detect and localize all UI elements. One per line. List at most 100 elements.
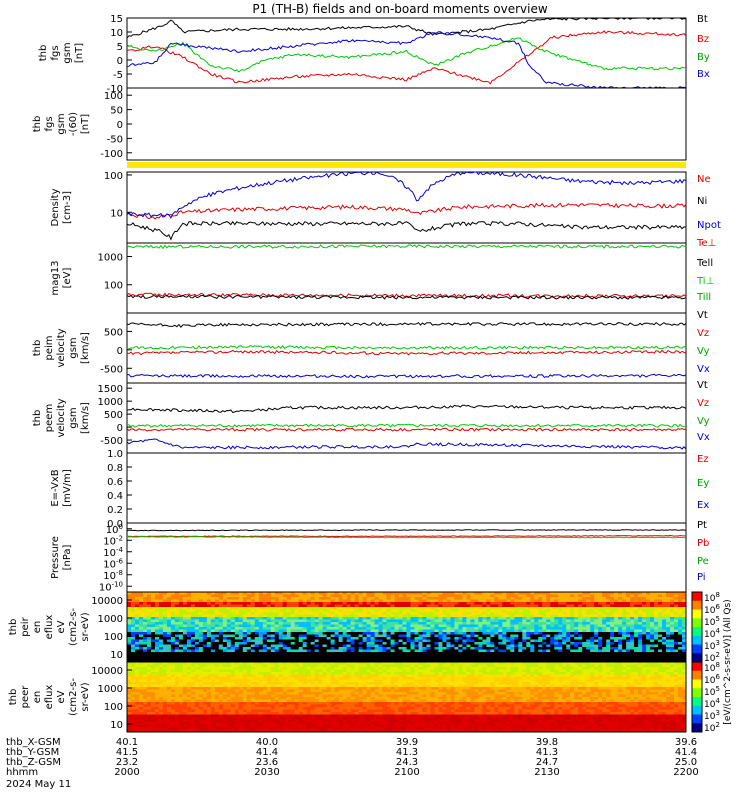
ytick-label: 0 [117,423,123,434]
ytick-label: 1000 [98,614,123,625]
colorbar-swatch [692,662,702,672]
xaxis-row-label: thb_X-GSM [6,737,61,748]
colorbar-label: [eV/(cm^2-s-sr-eV)] (All Qs) [723,599,733,724]
colorbar-swatch [692,670,702,680]
series-pe-line [126,536,687,539]
xaxis-value: 40.0 [256,737,278,748]
colorbar-swatch [692,723,702,733]
ytick-label: 1500 [98,384,123,395]
xaxis-value: 2130 [534,767,559,778]
legend-vx: Vx [697,364,710,375]
panel-density: 100 10 Density [cm-3] Ne Ni Npot [50,171,721,244]
spectrogram-cells [127,662,687,733]
ylabel-line: [cm-3] [62,191,73,224]
series-vx-line [127,373,687,379]
ytick-label: 500 [104,410,123,421]
xaxis-row-label: thb_Y-GSM [6,747,59,758]
legend-vz: Vz [697,398,709,409]
colorbar-swatch [692,714,702,724]
ylabel-line: thb [38,45,49,62]
ytick-label: 500 [104,327,123,338]
ylabel-line: gsm [56,113,67,134]
panel-frame [126,17,687,89]
ylabel-line: fgs [50,45,61,60]
ytick-label: 10 [110,28,123,39]
xaxis-value: 41.3 [536,747,558,758]
ylabel-line: peir [20,616,31,636]
series-bt-line [126,17,687,39]
ylabel-line: gsm [68,407,79,428]
series-bz-line [126,30,687,85]
ytick-label: 10 [110,720,123,731]
ytick-label: 10000 [91,596,123,607]
ytick-label: 100 [104,171,123,182]
xaxis-value: 40.1 [116,737,138,748]
ylabel-line: (cm2-s- [68,678,79,716]
ytick-label: 1000 [98,252,123,263]
xaxis-row-label: thb_Z-GSM [6,757,61,768]
colorbar-swatch [692,618,702,628]
series-vz-line [126,427,687,432]
xaxis-value: 2000 [114,767,139,778]
colorbar-swatch [692,697,702,707]
ytick-label: 15 [110,14,123,25]
series-vy-line [126,345,687,350]
legend-te⊥: Te⊥ [696,238,716,249]
ylabel-line: eflux [44,615,55,640]
colorbar-frame [691,661,703,733]
ylabel-line: thb [32,410,43,427]
legend-by: By [697,52,710,63]
ytick-label: 5 [117,42,123,53]
ytick-label: 0 [117,346,123,357]
xaxis-value: 2030 [254,767,279,778]
ytick-label: 100 [104,702,123,713]
legend-ne: Ne [697,174,711,185]
xaxis-value: 23.2 [116,757,138,768]
ytick-label: 1000 [98,684,123,695]
legend-vx: Vx [697,432,710,443]
ylabel-line: [mV/m] [62,469,73,507]
series-ni-line [126,220,687,241]
ylabel-line: thb [8,689,19,706]
colorbar-tick: 102 [704,721,720,734]
ylabel-line: gsm [68,337,79,358]
panel-elec_spec: 10000 1000 100 10 thb peer en eflux eV (cm2-s-sr-… [8,661,687,733]
legend-till: Till [696,292,711,303]
spectrogram-cells [127,592,687,663]
panel-efield: 1.0 0.8 0.6 0.4 0.2 0.0 E=-VxB [mV/m] Ez Ey Ex [50,449,709,530]
legend-pb: Pb [697,538,709,549]
ytick-label: 0.0 [107,519,123,530]
series-npot-line [126,171,687,219]
series-pb-line [127,534,687,538]
ylabel-line: thb [32,116,43,133]
ytick-label: 0.8 [107,463,123,474]
series-vz-line [126,349,687,356]
ytick-label: -500 [100,436,123,447]
plot-title: P1 (TH-B) fields and on-board moments ov… [252,2,548,16]
colorbars: 108106105104103102108106105104103102[eV/… [691,591,733,734]
colorbar-swatch [692,627,702,637]
ylabel-line: en [32,691,43,704]
ylabel-line: [nT] [80,114,91,134]
series-by-line [126,37,687,73]
colorbar-swatch [692,653,702,663]
panel-frame [126,452,687,524]
ytick-label: -5 [113,70,123,81]
series-ne-line [126,202,687,220]
legend-pi: Pi [697,572,706,583]
series-vt-line [126,322,687,328]
legend-bt: Bt [697,14,708,25]
colorbar-swatch [692,600,702,610]
xaxis-value: 2100 [394,767,419,778]
legend-ey: Ey [697,478,709,489]
ytick-label: 10-10 [99,580,123,593]
series-ti⊥-line [126,244,687,250]
ylabel-line: thb [32,340,43,357]
ylabel-line: Pressure [50,536,61,579]
ylabel-line: velocity [56,398,67,437]
ytick-label: 1.0 [107,449,123,460]
ytick-label: 100 [104,91,123,102]
ylabel-line: [eV] [62,268,73,289]
colorbar-swatch [692,644,702,654]
